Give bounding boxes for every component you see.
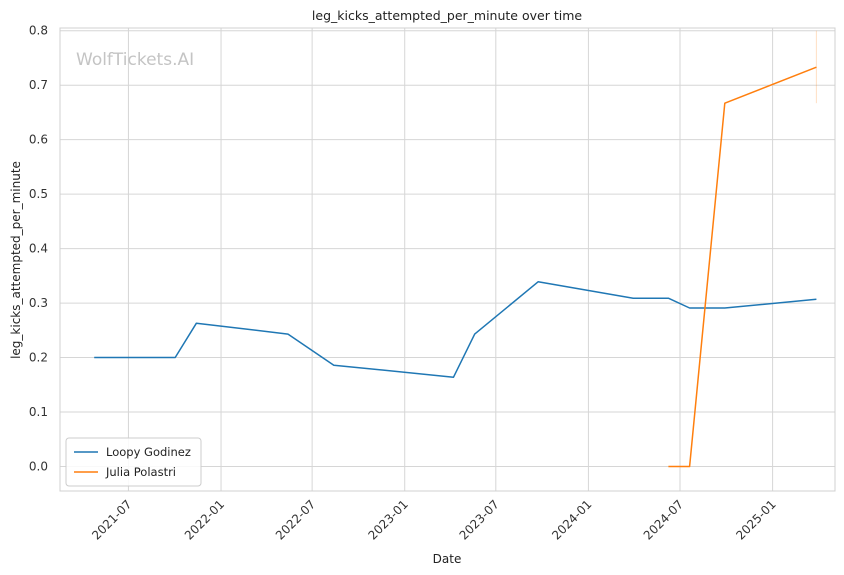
y-tick-label: 0.0	[29, 459, 48, 473]
x-axis-label: Date	[433, 552, 462, 566]
y-tick-labels: 0.0 0.1 0.2 0.3 0.4 0.5 0.6 0.7 0.8	[29, 24, 48, 474]
x-tick-label: 2022-01	[182, 497, 227, 542]
x-tick-label: 2023-07	[457, 497, 502, 542]
series-line-1	[668, 66, 817, 468]
series-line-0	[94, 281, 817, 378]
x-tick-labels: 2021-07 2022-01 2022-07 2023-01 2023-07 2024-…	[89, 497, 779, 542]
y-tick-label: 0.8	[29, 24, 48, 38]
series-layer	[94, 30, 817, 468]
plot-background	[60, 28, 835, 491]
y-tick-label: 0.1	[29, 405, 48, 419]
plot-frame	[59, 27, 836, 492]
x-tick-label: 2022-07	[273, 497, 318, 542]
x-tick-label: 2023-01	[365, 497, 410, 542]
x-tick-label: 2025-01	[733, 497, 778, 542]
legend-label: Loopy Godinez	[106, 445, 191, 459]
y-tick-label: 0.6	[29, 133, 48, 147]
x-tick-label: 2021-07	[89, 497, 134, 542]
legend: Loopy Godinez Julia Polastri	[65, 437, 202, 487]
y-tick-label: 0.4	[29, 242, 48, 256]
x-tick-label: 2024-07	[641, 497, 686, 542]
watermark: WolfTickets.AI	[76, 50, 194, 70]
x-tick-label: 2024-01	[549, 497, 594, 542]
legend-box	[65, 437, 202, 487]
y-tick-label: 0.5	[29, 187, 48, 201]
gridlines	[60, 28, 835, 491]
y-tick-label: 0.3	[29, 296, 48, 310]
y-tick-label: 0.2	[29, 351, 48, 365]
y-axis-label: leg_kicks_attempted_per_minute	[9, 161, 23, 359]
legend-label: Julia Polastri	[105, 465, 176, 479]
chart-title: leg_kicks_attempted_per_minute over time	[312, 8, 582, 23]
y-tick-label: 0.7	[29, 78, 48, 92]
